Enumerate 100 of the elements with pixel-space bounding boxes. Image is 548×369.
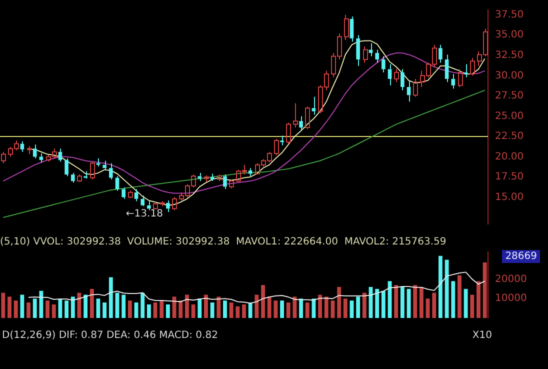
candlestick [293,102,298,128]
bar [254,294,259,318]
candlestick [198,172,202,182]
candlestick [375,49,379,64]
bar [1,292,6,318]
bar [191,304,196,318]
bar [299,298,304,318]
bar [242,304,246,318]
y-tick-label: 10000 [495,293,527,304]
y-tick-label: 35.00 [495,30,524,41]
candlestick [350,16,354,42]
y-tick-label: 15.00 [495,192,524,203]
bar [96,298,100,318]
y-tick-label: 17.50 [495,172,524,183]
bar [394,285,398,318]
text: X10 [472,329,492,343]
bar [248,302,252,318]
bar [20,294,24,318]
bar [64,300,69,318]
y-tick-label: 25.00 [495,110,524,122]
candlestick [102,160,106,171]
candlestick [280,135,284,146]
bar [464,288,468,318]
text: D(12,26,9) DIF: 0.87 DEA: 0.46 MACD: 0.82 [2,329,218,343]
annotation: ←13.18 [126,208,163,220]
y-tick-label: 27.50 [495,90,524,102]
candlestick [444,54,449,83]
bar [14,300,18,318]
bar [312,298,316,318]
bar [204,294,208,318]
bar [324,296,328,318]
y-tick-label: 32.50 [495,50,524,61]
bar [470,294,474,318]
bar [184,294,189,318]
bar [267,296,272,318]
text: 28669 [502,250,540,263]
candlestick [134,188,138,202]
candlestick [299,116,303,132]
bar [362,292,366,318]
bar [210,302,214,318]
candlestick [210,173,214,182]
bar [90,288,94,318]
candlestick [109,162,113,180]
bar [8,296,12,318]
bar [26,302,30,318]
candlestick [166,200,170,213]
bar [140,292,145,318]
bar [280,300,284,318]
bar [432,292,436,318]
y-tick-label: 30.00 [495,70,524,82]
bar [400,286,404,318]
candlestick [382,56,386,73]
bar [52,304,56,318]
bar [70,296,75,318]
candlestick [58,148,62,162]
candlestick [122,187,126,200]
bar [305,302,310,318]
bar [223,300,227,318]
bar [108,277,113,318]
bar [261,285,265,318]
bar [419,286,424,318]
candlestick [286,122,291,144]
bar [198,298,202,318]
candlestick [27,146,32,155]
bar [356,296,360,318]
candlestick [70,172,75,184]
bar [122,294,126,318]
bar [451,281,456,318]
y-tick-label: 22.50 [495,131,524,142]
bar [318,294,322,318]
candlestick [223,174,227,190]
candlestick [368,42,373,57]
bar [178,300,183,318]
bar [426,298,430,318]
bar [229,302,234,318]
candlestick [64,158,68,177]
bar [381,290,386,318]
chart-title: (5,10) VVOL: 302992.38 VOLUME: 302992.38 MAVOL1: 222664.00 MAVOL2: 215763.59 [0,236,446,248]
bar [84,294,88,318]
candlestick [147,200,151,211]
candlestick [20,140,24,152]
y-tick-label: 20.00 [495,151,524,162]
candlestick [438,44,442,64]
y-tick-label: 20000 [495,274,527,285]
bar [39,290,44,318]
bar [286,302,290,318]
bar [375,288,380,318]
candlestick [356,34,360,66]
bar [438,256,442,318]
candlestick [388,64,392,86]
bar [160,300,164,318]
bar [458,275,462,318]
candlestick [32,144,37,159]
bar [343,298,348,318]
bar [476,281,480,318]
y-tick-label: 37.50 [495,9,524,20]
bar [146,304,151,318]
bar [172,296,176,318]
bar [482,262,487,318]
candlestick [96,158,100,167]
